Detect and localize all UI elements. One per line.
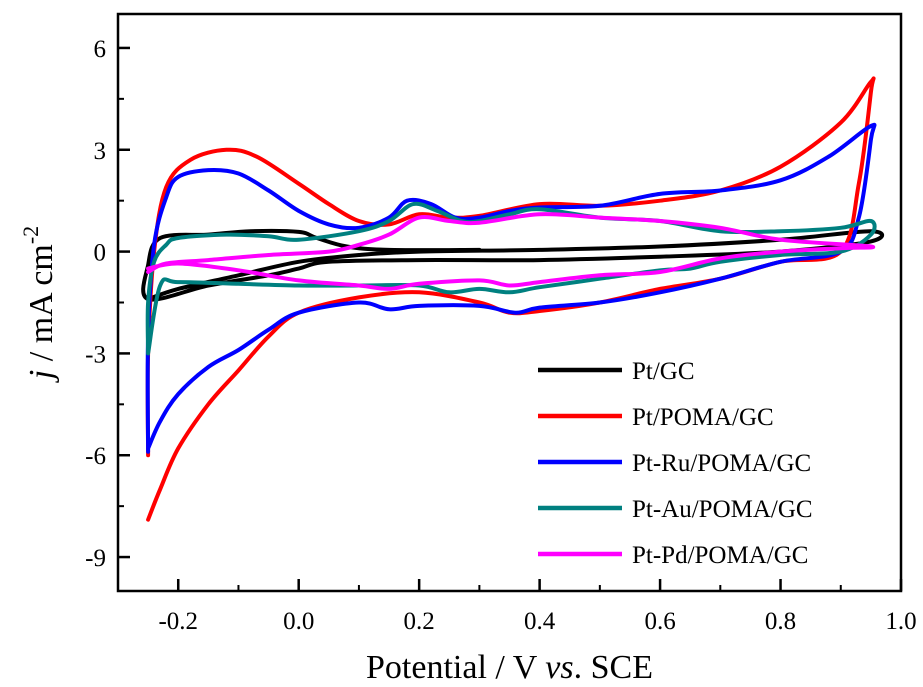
- x-tick-label: 0.0: [283, 608, 314, 635]
- y-tick-label: -6: [85, 443, 106, 470]
- x-tick-label: -0.2: [158, 608, 198, 635]
- y-tick-label: 6: [94, 36, 107, 63]
- legend: Pt/GC Pt/POMA/GC Pt-Ru/POMA/GC Pt-Au/POMA/G…: [538, 358, 813, 569]
- y-tick-label: -9: [85, 545, 106, 572]
- x-axis-ticks: -0.2 0.0 0.2 0.4 0.6 0.8 1.0: [158, 579, 917, 635]
- x-tick-label: 0.4: [524, 608, 556, 635]
- series-line-1: [141, 228, 885, 302]
- x-axis-title-italic: vs: [545, 649, 573, 686]
- y-axis-title-sup: -2: [18, 226, 43, 244]
- y-axis-title-italic: j: [23, 370, 60, 383]
- y-axis-title: j / mA cm-2: [18, 226, 60, 383]
- legend-label: Pt-Ru/POMA/GC: [632, 450, 811, 477]
- y-axis-ticks: -9 -6 -3 0 3 6: [85, 36, 130, 572]
- series-curves: [141, 76, 885, 522]
- x-tick-label: 1.0: [885, 608, 916, 635]
- y-tick-label: 3: [94, 138, 107, 165]
- x-tick-label: 0.6: [644, 608, 675, 635]
- series-line-3: [145, 122, 877, 454]
- x-axis-title-main: Potential / V: [366, 649, 538, 686]
- y-tick-label: -3: [85, 341, 106, 368]
- legend-label: Pt/GC: [632, 358, 695, 385]
- y-tick-label: 0: [94, 240, 107, 267]
- x-tick-label: 0.8: [765, 608, 796, 635]
- series-line-4: [145, 201, 877, 356]
- legend-label: Pt/POMA/GC: [632, 404, 774, 431]
- legend-label: Pt-Au/POMA/GC: [632, 496, 813, 523]
- x-tick-label: 0.2: [404, 608, 435, 635]
- y-axis-title-main: / mA cm: [23, 244, 60, 370]
- x-axis-title-suffix: . SCE: [574, 649, 653, 686]
- series-line-5: [146, 212, 876, 291]
- legend-label: Pt-Pd/POMA/GC: [632, 542, 808, 569]
- series-line-2: [145, 76, 876, 522]
